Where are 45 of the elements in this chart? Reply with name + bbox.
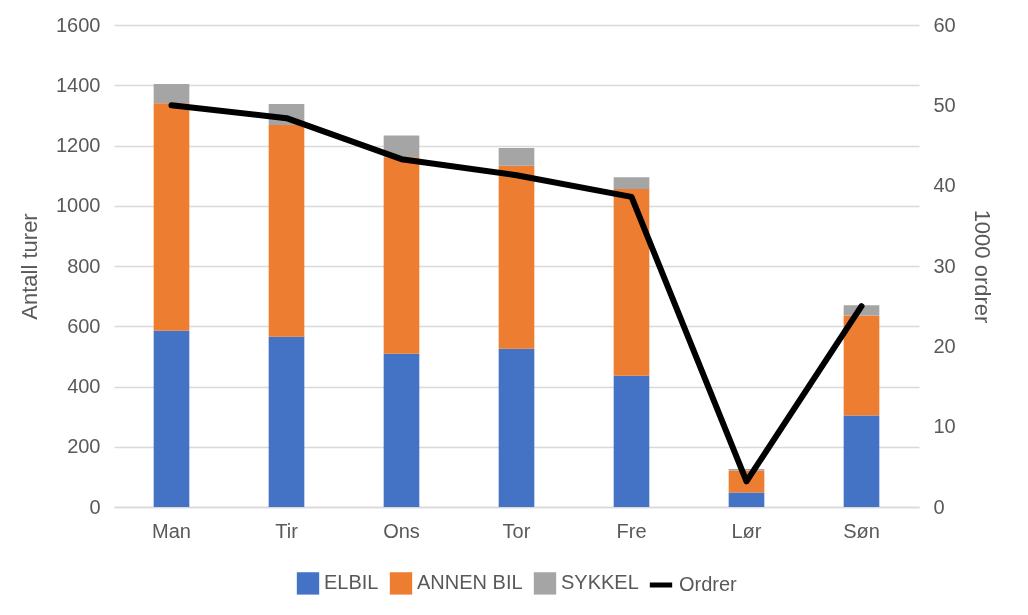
y-tick-label: 0 [89, 495, 101, 518]
y2-tick-label: 10 [933, 415, 956, 438]
y-axis-title: Antall turer [17, 213, 43, 320]
x-tick-label: Ons [383, 519, 420, 542]
bar [153, 103, 190, 331]
y2-tick-label: 30 [933, 254, 956, 277]
y-tick-label: 1400 [56, 73, 101, 96]
x-tick-label: Lør [731, 519, 762, 542]
legend-label: ANNEN BIL [417, 571, 523, 594]
bar [498, 147, 535, 166]
bar [153, 330, 190, 507]
y2-tick-label: 60 [933, 13, 956, 36]
y-tick-label: 400 [67, 375, 101, 397]
bar [268, 336, 305, 507]
bar [843, 315, 880, 416]
y2-tick-label: 50 [933, 93, 956, 116]
y2-axis-title: 1000 ordrer [969, 209, 995, 324]
bar [268, 125, 305, 337]
x-tick-label: Tor [502, 519, 531, 542]
y-tick-label: 1000 [56, 194, 101, 217]
bar [728, 492, 765, 507]
y-tick-label: 800 [67, 254, 101, 277]
x-tick-label: Fre [616, 519, 647, 542]
y-tick-label: 200 [67, 435, 101, 458]
y2-tick-label: 20 [933, 334, 956, 357]
bar [498, 165, 535, 349]
x-tick-label: Søn [843, 519, 880, 542]
legend-label: SYKKEL [561, 571, 639, 594]
bar [613, 188, 650, 376]
bar [383, 353, 420, 507]
y2-tick-label: 40 [933, 174, 956, 197]
x-tick-label: Tir [275, 519, 299, 542]
bar [498, 348, 535, 507]
bar [613, 375, 650, 507]
bar [153, 84, 190, 104]
bar [613, 177, 650, 189]
y-tick-label: 1600 [56, 13, 101, 36]
legend-label: ELBIL [324, 571, 379, 594]
y-tick-label: 600 [67, 314, 101, 337]
y-tick-label: 1200 [56, 134, 101, 156]
bar [843, 415, 880, 507]
bar [383, 157, 420, 354]
y2-tick-label: 0 [933, 495, 945, 518]
legend-label: Ordrer [679, 573, 738, 595]
x-tick-label: Man [152, 519, 191, 542]
